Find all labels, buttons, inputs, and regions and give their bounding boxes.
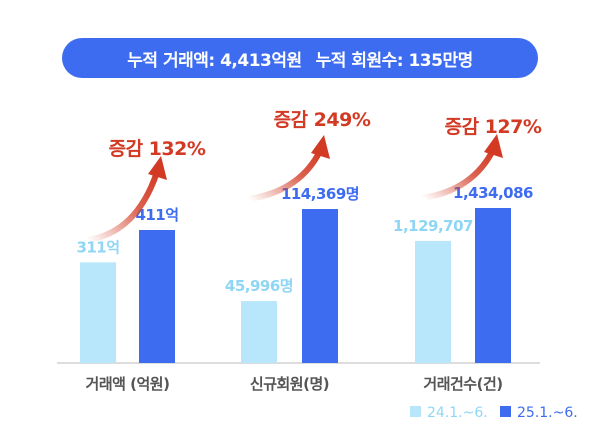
legend-swatch-2025: [500, 406, 511, 417]
category-label: 거래건수(건): [423, 375, 502, 393]
total-members-text: 누적 회원수: 135만명: [315, 50, 474, 71]
bar-2024: [80, 262, 116, 363]
category-label: 거래액 (억원): [86, 375, 170, 393]
growth-arrow-icon: [246, 148, 323, 202]
data-label: 1,434,086: [453, 184, 533, 202]
growth-arrow-icon: [85, 169, 160, 243]
arrow-head-icon: [484, 134, 503, 158]
legend-label-2024: 24.1.~6.: [427, 405, 488, 421]
legend-label-2025: 25.1.~6.: [517, 405, 578, 421]
summary-banner: 누적 거래액: 4,413억원 누적 회원수: 135만명: [62, 38, 538, 78]
bar-2025: [475, 208, 511, 363]
bar-2025: [302, 209, 338, 363]
arrow-head-icon: [311, 135, 330, 159]
legend-swatch-2024: [410, 406, 421, 417]
total-amount-text: 누적 거래액: 4,413억원: [127, 50, 302, 71]
category-label: 신규회원(명): [250, 375, 329, 393]
data-label: 411억: [135, 206, 178, 224]
growth-annotation: 증감 249%: [274, 109, 371, 131]
data-label: 114,369명: [281, 185, 359, 203]
growth-annotation: 증감 127%: [445, 116, 542, 138]
data-label: 311억: [76, 238, 119, 256]
data-label: 45,996명: [225, 277, 293, 295]
arrow-head-icon: [148, 156, 167, 180]
bar-2024: [241, 301, 277, 363]
growth-arrow-icon: [420, 147, 496, 201]
data-label: 1,129,707: [393, 217, 473, 235]
growth-annotation: 증감 132%: [109, 138, 206, 160]
bar-2025: [139, 230, 175, 363]
bar-2024: [415, 240, 451, 363]
